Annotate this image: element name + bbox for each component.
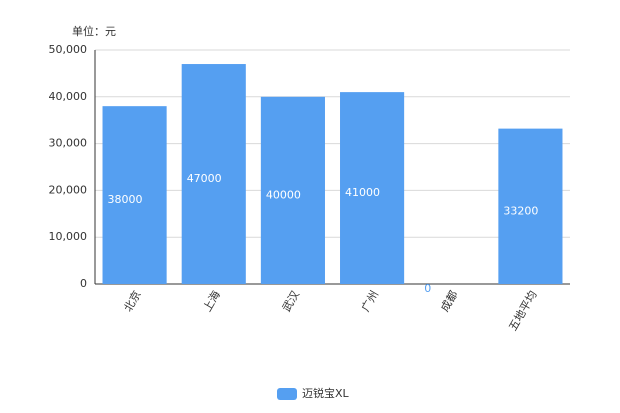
x-tick-label: 成都 <box>438 289 460 315</box>
x-tick-label: 广州 <box>359 289 381 315</box>
data-label: 47000 <box>187 172 222 185</box>
x-tick-label: 五地平均 <box>506 289 539 334</box>
y-tick-label: 50,000 <box>49 43 88 56</box>
data-label: 0 <box>424 282 431 295</box>
legend-swatch <box>277 388 297 400</box>
data-label: 41000 <box>345 186 380 199</box>
x-tick-label: 武汉 <box>280 289 302 315</box>
x-tick-label: 上海 <box>200 288 223 314</box>
y-tick-label: 0 <box>80 277 87 290</box>
data-label: 38000 <box>108 193 143 206</box>
bar <box>102 106 167 284</box>
y-tick-label: 20,000 <box>49 183 88 196</box>
data-label: 40000 <box>266 188 301 201</box>
y-axis-label: 单位：元 <box>72 24 116 38</box>
y-tick-label: 30,000 <box>49 137 88 150</box>
bar <box>340 92 405 285</box>
y-tick-label: 40,000 <box>49 90 88 103</box>
x-tick-label: 北京 <box>121 288 144 314</box>
bar <box>181 64 246 284</box>
bar <box>260 96 325 284</box>
y-tick-label: 10,000 <box>49 230 88 243</box>
bar <box>498 128 563 284</box>
legend-label: 迈锐宝XL <box>302 386 350 400</box>
data-label: 33200 <box>503 204 538 217</box>
